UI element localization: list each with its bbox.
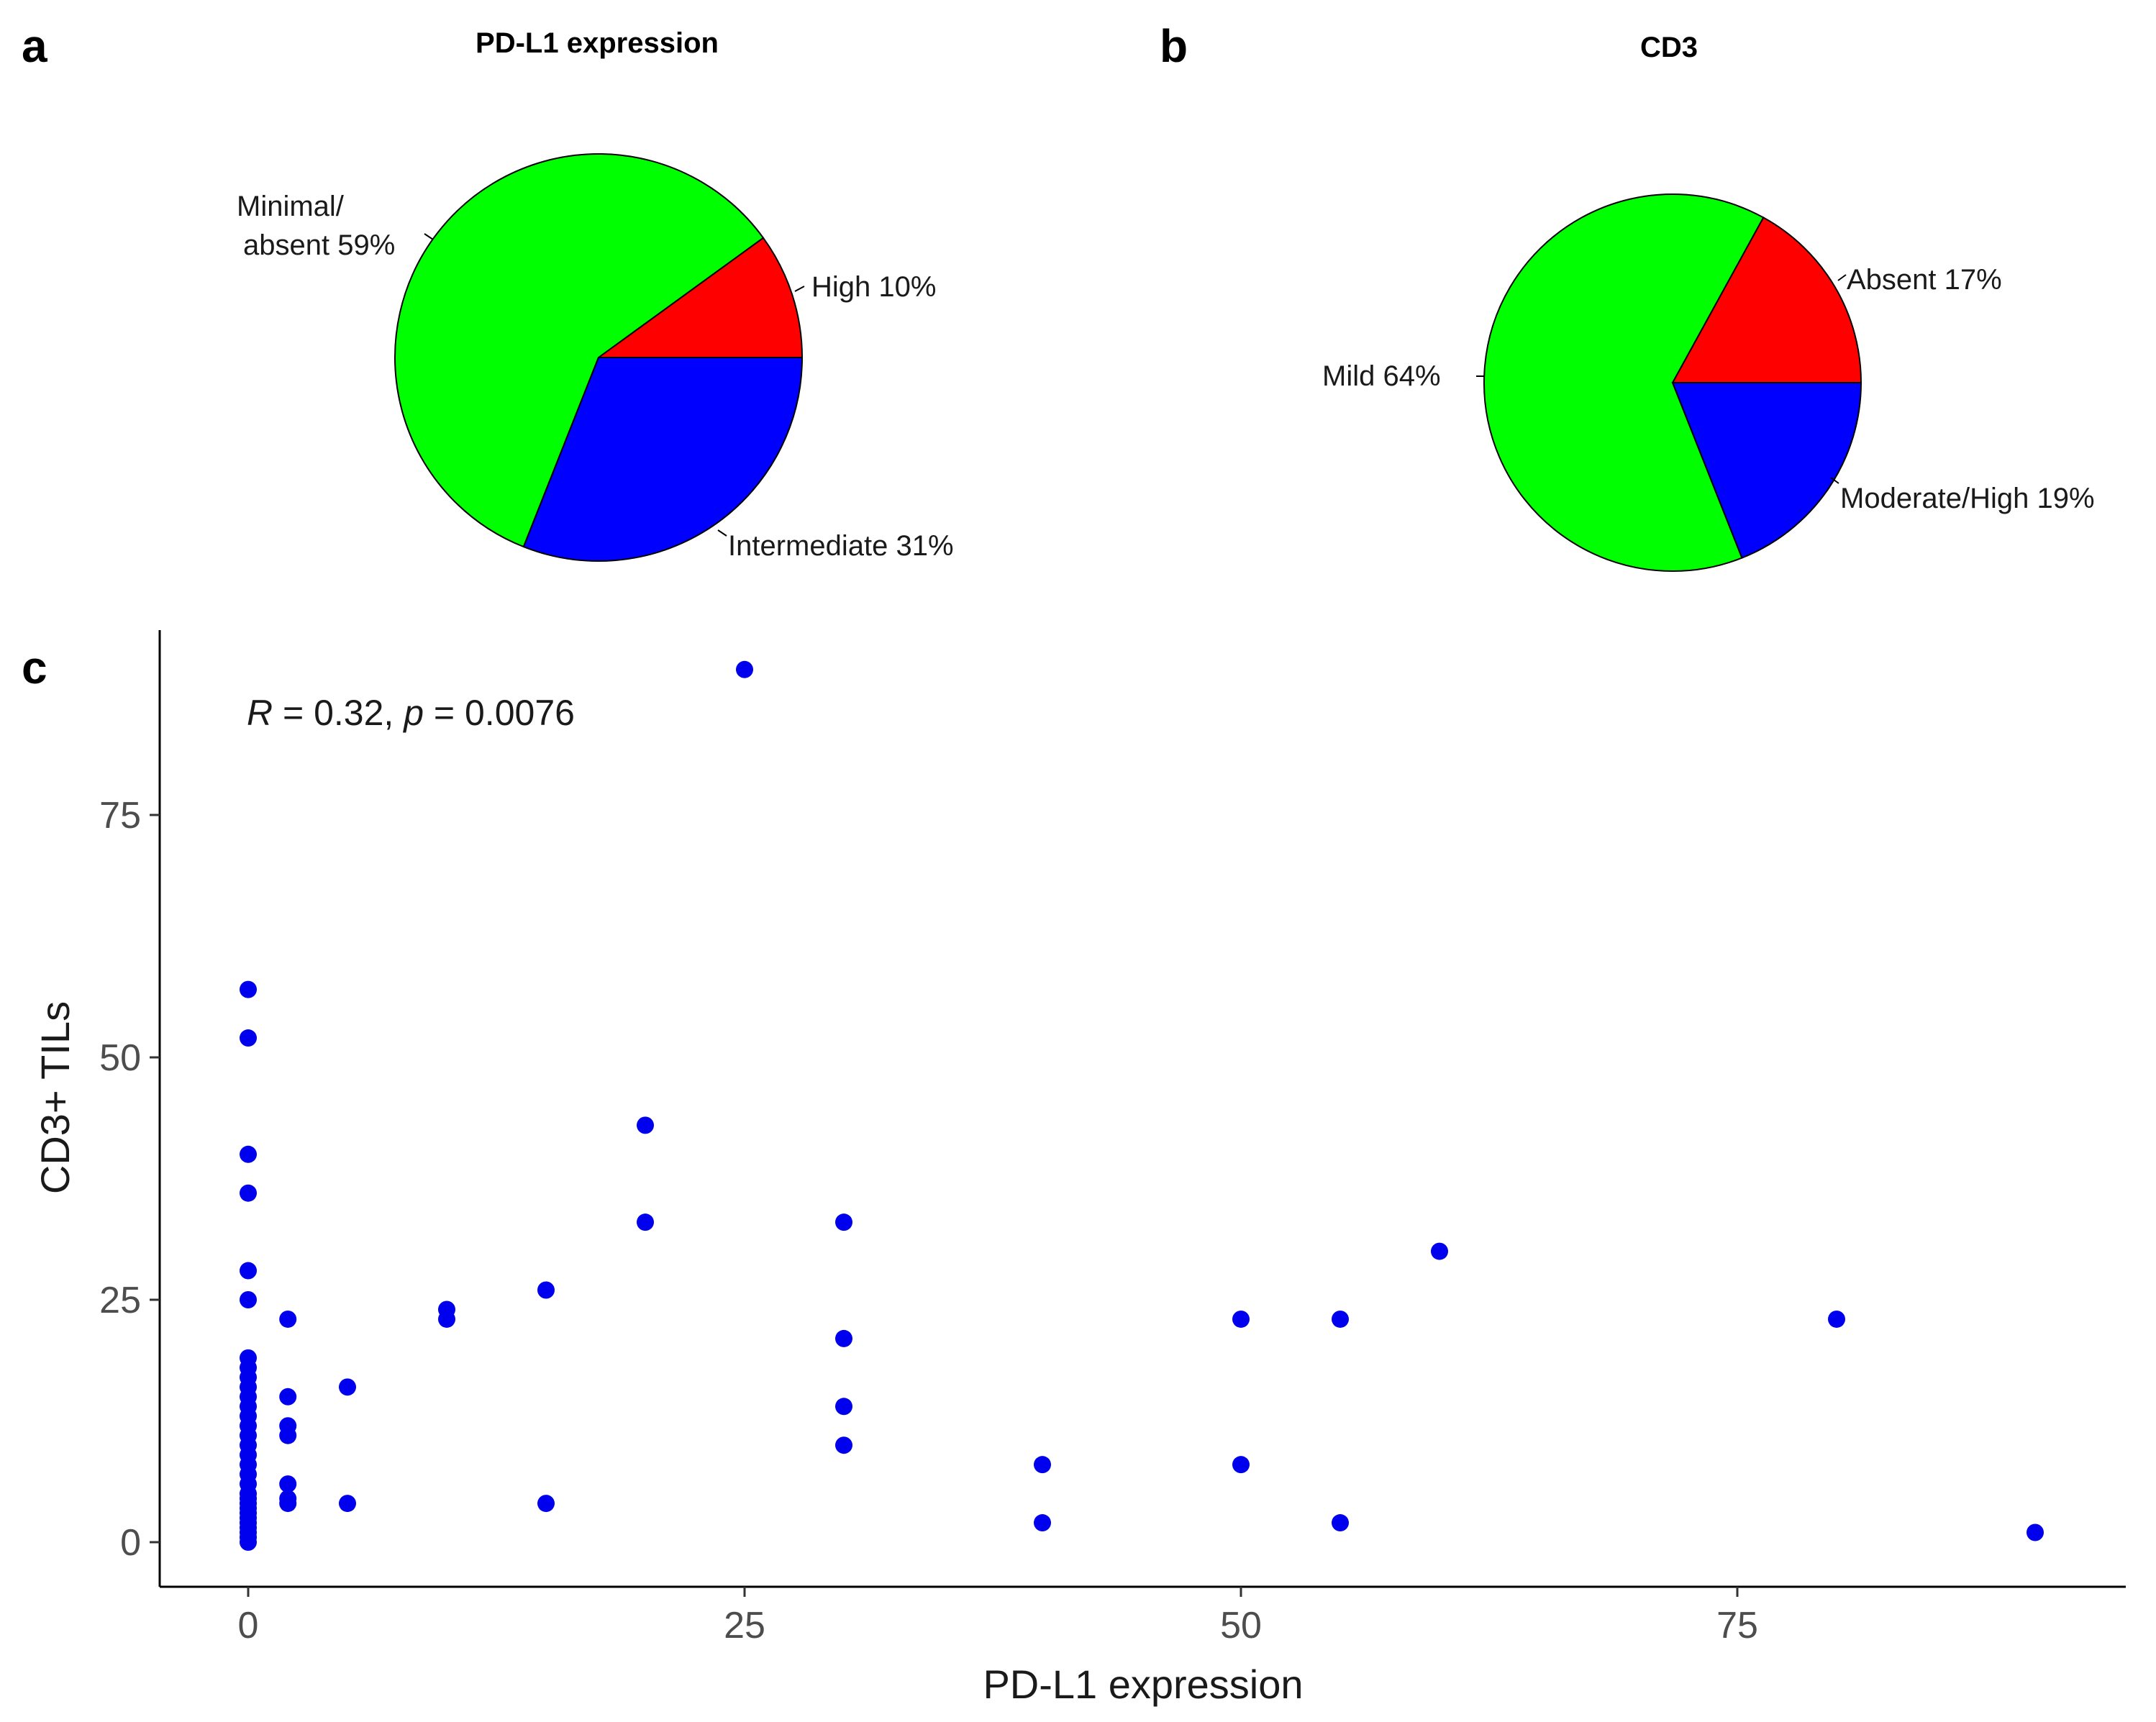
data-point	[835, 1330, 852, 1347]
data-point	[1332, 1514, 1349, 1531]
annotation-r-value: = 0.32,	[273, 693, 404, 733]
panel-letter-c: c	[22, 642, 47, 693]
data-point	[835, 1398, 852, 1415]
pie-b-label-mild: Mild 64%	[1322, 360, 1441, 392]
data-point	[2027, 1524, 2044, 1541]
data-point	[1232, 1311, 1250, 1328]
pie-a-label-intermediate: Intermediate 31%	[728, 530, 954, 562]
data-point	[1232, 1456, 1250, 1473]
data-point	[279, 1311, 296, 1328]
y-tick-label: 25	[99, 1280, 141, 1321]
pie-b-label-moderate: Moderate/High 19%	[1840, 483, 2095, 514]
data-point	[1034, 1456, 1051, 1473]
panel-letter-b: b	[1160, 20, 1188, 72]
data-point	[240, 1291, 257, 1308]
correlation-annotation: R = 0.32, p = 0.0076	[247, 693, 575, 733]
data-point	[637, 1116, 654, 1134]
data-point	[240, 1029, 257, 1047]
data-point	[240, 981, 257, 998]
y-ticks: 0 25 50 75	[99, 795, 160, 1564]
pie-a-label-high: High 10%	[811, 271, 936, 303]
x-tick-label: 75	[1716, 1605, 1758, 1646]
pie-a-leader-intermediate	[718, 530, 727, 536]
annotation-p-value: = 0.0076	[424, 693, 575, 733]
panel-letter-a: a	[22, 20, 47, 72]
data-point	[240, 1456, 257, 1473]
pie-b-slices	[1484, 194, 1861, 571]
data-point	[438, 1311, 455, 1328]
y-axis-title: CD3+ TILs	[32, 1001, 78, 1194]
annotation-p-label: p	[402, 693, 424, 733]
data-point	[240, 1475, 257, 1493]
data-point	[240, 1398, 257, 1415]
pie-a-leader-minimal	[424, 234, 433, 240]
figure: a b c PD-L1 expression High 10% Intermed…	[0, 0, 2156, 1722]
annotation-r-label: R	[247, 693, 273, 733]
data-point	[339, 1378, 356, 1395]
data-point	[537, 1282, 555, 1299]
data-point	[736, 661, 753, 678]
pie-b-title: CD3	[1640, 32, 1698, 63]
data-point	[835, 1213, 852, 1231]
data-point	[279, 1388, 296, 1406]
data-point	[1431, 1243, 1448, 1260]
data-point	[537, 1495, 555, 1512]
data-point	[279, 1427, 296, 1444]
data-point	[240, 1146, 257, 1163]
pie-chart-pd-l1: PD-L1 expression High 10% Intermediate 3…	[237, 27, 954, 562]
pie-a-label-minimal-line1: Minimal/	[237, 191, 345, 222]
y-tick-label: 50	[99, 1037, 141, 1079]
y-tick-label: 75	[99, 795, 141, 837]
data-point	[279, 1490, 296, 1507]
data-point	[1034, 1514, 1051, 1531]
data-point	[1332, 1311, 1349, 1328]
data-point	[835, 1436, 852, 1454]
x-tick-label: 0	[238, 1605, 259, 1646]
data-point	[240, 1185, 257, 1202]
data-point	[240, 1262, 257, 1280]
scatter-points	[240, 661, 2044, 1551]
data-point	[1828, 1311, 1845, 1328]
data-point	[637, 1213, 654, 1231]
pie-chart-cd3: CD3 Absent 17% Moderate/High 19% Mild 64…	[1322, 32, 2095, 571]
x-ticks: 0 25 50 75	[238, 1587, 1758, 1646]
data-point	[240, 1369, 257, 1386]
data-point	[339, 1495, 356, 1512]
pie-a-leader-high	[795, 286, 804, 291]
pie-b-label-absent: Absent 17%	[1847, 264, 2002, 296]
pie-b-leader-absent	[1838, 275, 1846, 281]
x-axis-title: PD-L1 expression	[983, 1662, 1303, 1707]
pie-a-slices	[395, 154, 802, 561]
pie-a-label-minimal-line2: absent 59%	[243, 229, 395, 261]
pie-a-title: PD-L1 expression	[476, 27, 719, 59]
x-tick-label: 25	[724, 1605, 765, 1646]
scatter-plot: 0 25 50 75 0 25 50 75 R = 0.32, p = 0.0076 PD-…	[32, 630, 2126, 1707]
y-tick-label: 0	[120, 1522, 141, 1564]
x-tick-label: 50	[1220, 1605, 1262, 1646]
